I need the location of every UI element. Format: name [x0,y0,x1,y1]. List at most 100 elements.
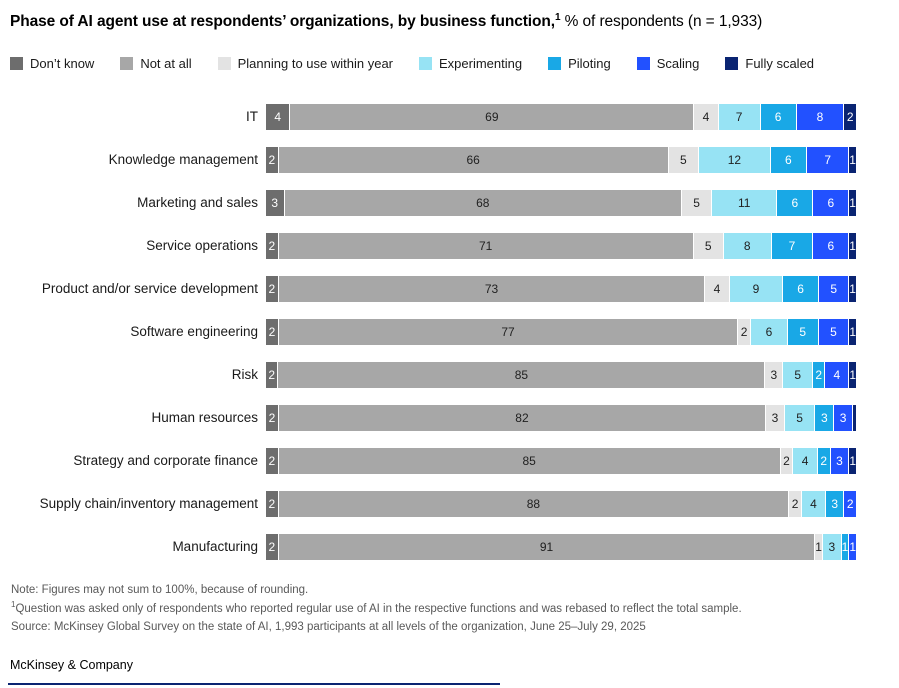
legend-swatch-icon [636,56,650,70]
legend-item-4: Piloting [548,56,611,71]
bar-segment: 85 [277,361,765,388]
bar-segment: 1 [848,189,856,216]
bar-segment: 1 [848,447,856,474]
bar-segment: 5 [782,361,813,388]
bar-segment: 3 [829,447,849,474]
bar-segment: 3 [833,404,853,431]
stacked-bar: 2 71 5 8 7 6 1 [266,232,856,259]
footnote-question: 1Question was asked only of respondents … [11,599,899,619]
category-label: Marketing and sales [137,195,258,211]
bar-segment: 2 [843,103,856,130]
bar-segment: 2 [266,361,278,388]
category-label: Strategy and corporate finance [73,453,258,469]
bar-segment: 5 [786,318,818,345]
bar-segment: 5 [817,318,849,345]
legend-label: Not at all [140,55,192,71]
bar-segment: 1 [848,275,856,302]
chart-row: Manufacturing 2 91 1 3 1 1 [10,533,856,560]
bar-segment: 5 [667,146,699,173]
stacked-bar: 3 68 5 11 6 6 1 [266,189,856,216]
footnote-rounding: Note: Figures may not sum to 100%, becau… [11,583,309,596]
category-label: Service operations [146,238,258,254]
bar-segment: 6 [769,146,807,173]
stacked-bar: 2 85 3 5 2 4 1 [266,361,856,388]
bar-segment: 2 [266,447,278,474]
bar-segment: 4 [266,103,290,130]
stacked-bar: 2 66 5 12 6 7 1 [266,146,856,173]
stacked-bar: 2 82 3 5 3 3 [266,404,856,431]
bar-segment: 12 [698,146,770,173]
bar-segment: 1 [840,533,849,560]
chart-row: Product and/or service development 2 73 4 9 6… [10,275,856,302]
footnote-question-text: Question was asked only of respondents w… [15,603,742,616]
legend-label: Scaling [656,55,700,71]
legend-label: Piloting [568,55,611,71]
chart-row: Supply chain/inventory management 2 88 2 4 3 2 [10,490,856,517]
bar-segment: 4 [693,103,718,130]
bar-segment: 6 [750,318,787,345]
legend-swatch-icon [419,56,432,70]
bar-segment: 2 [816,447,830,474]
category-label: Knowledge management [108,152,258,168]
bar-segment: 4 [800,490,826,517]
category-label: Manufacturing [172,539,258,555]
bar-segment: 6 [759,103,796,130]
bar-segment: 73 [277,275,705,302]
legend-item-3: Experimenting [419,56,522,71]
bar-segment: 9 [728,275,783,302]
legend-swatch-icon [725,56,739,70]
legend-swatch-icon [10,56,23,70]
legend-item-0: Don’t know [10,56,94,71]
category-label: Human resources [151,410,258,426]
chart-row: Software engineering 2 77 2 6 5 5 1 [10,318,857,345]
title-suffix: % of respondents (n = 1,933) [560,13,763,31]
title-main: Phase of AI agent use at respondents’ or… [10,13,555,31]
legend-label: Don’t know [30,55,95,71]
bar-segment: 1 [848,146,856,173]
bar-segment: 3 [266,189,284,216]
bar-segment: 71 [277,232,693,259]
brand-wordmark: McKinsey & Company [10,658,133,672]
bar-segment: 2 [788,490,801,517]
category-label: Risk [231,367,258,383]
chart-row: Human resources 2 82 3 5 3 3 [10,404,856,431]
page-title: Phase of AI agent use at respondents’ or… [10,12,890,32]
bar-segment: 3 [825,490,844,517]
chart: IT 4 69 4 7 6 8 2 Knowledge management 2 66 5 12 6 7 1 M… [10,103,857,560]
bar-segment: 7 [806,146,849,173]
footnote-marker: 1 [11,600,16,610]
legend-label: Fully scaled [745,55,815,71]
bar-segment: 82 [277,404,766,431]
bar-segment: 66 [277,146,668,173]
bar-segment: 3 [764,361,783,388]
bar-segment: 6 [782,275,819,302]
bar-segment: 2 [266,232,278,259]
bar-segment: 3 [821,533,841,560]
bar-segment: 7 [770,232,813,259]
legend-label: Planning to use within year [237,55,393,71]
stacked-bar: 2 77 2 6 5 5 1 [266,318,857,345]
title-footnote-marker: 1 [554,12,561,23]
bar-segment: 8 [722,232,771,259]
bar-segment: 7 [717,103,760,130]
bar-segment: 5 [681,189,712,216]
legend-item-5: Scaling [636,55,700,71]
chart-row: Strategy and corporate finance 2 85 2 4 2 3 1 [10,447,856,474]
bar-segment: 11 [711,189,777,216]
bar-segment: 2 [779,447,793,474]
chart-row: Risk 2 85 3 5 2 4 1 [10,361,856,388]
bar-segment: 1 [814,533,822,560]
bar-segment: 4 [704,275,729,302]
legend-swatch-icon [120,56,134,70]
legend-swatch-icon [217,56,231,70]
category-label: Product and/or service development [41,281,258,297]
bar-segment: 69 [289,103,694,130]
bar-segment: 5 [818,275,849,302]
bar-segment: 1 [848,318,857,345]
footnote-source: Source: McKinsey Global Survey on the st… [11,620,646,633]
bar-segment: 2 [266,318,278,345]
bar-segment: 4 [824,361,849,388]
bar-segment: 2 [266,490,278,517]
chart-row: Knowledge management 2 66 5 12 6 7 1 [10,146,856,173]
bar-segment: 2 [843,490,856,517]
